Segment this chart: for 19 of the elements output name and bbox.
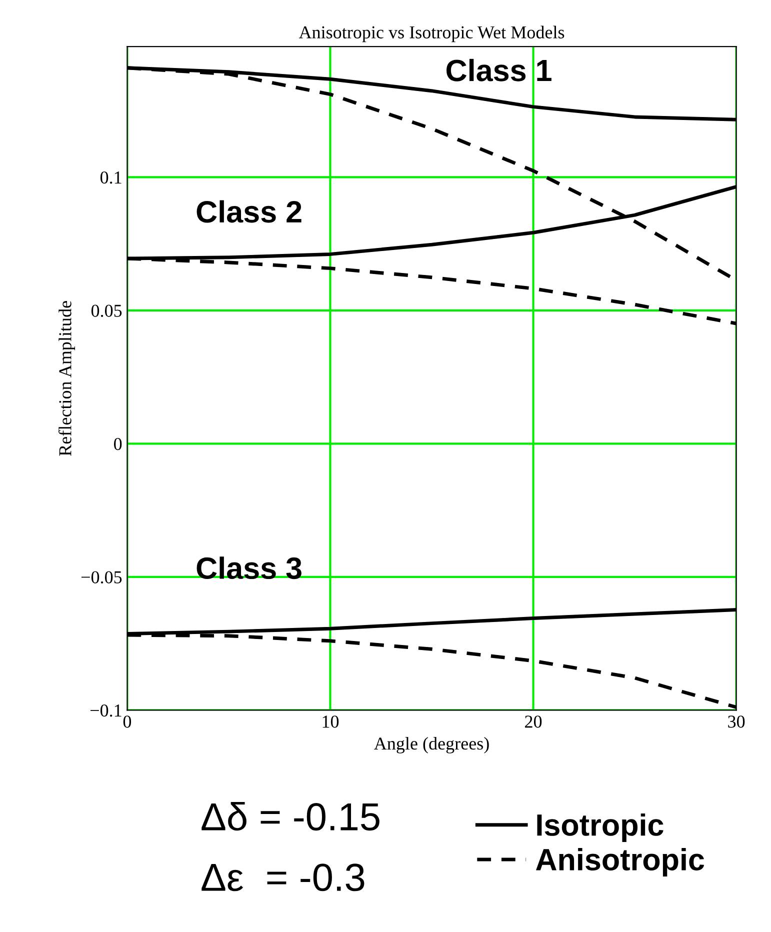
y-tick-label: −0.1: [90, 704, 122, 717]
annotation: Class 3: [196, 556, 302, 580]
legend-label: Isotropic: [537, 813, 664, 842]
x-axis-title: Angle (degrees): [374, 736, 489, 754]
y-tick-label: 0.1: [100, 171, 122, 184]
y-tick-label: 0.05: [91, 304, 122, 317]
text: Δδ = -0.15: [202, 802, 380, 831]
y-axis-title: Reflection Amplitude: [58, 301, 76, 456]
x-tick-label: 10: [322, 716, 339, 728]
y-tick-label: −0.05: [81, 571, 122, 584]
annotation: Class 1: [446, 58, 552, 82]
x-tick-label: 30: [728, 716, 745, 728]
x-tick-label: 20: [525, 716, 542, 728]
text: Δε = -0.3: [202, 864, 364, 892]
annotation: Class 2: [196, 200, 302, 223]
chart-title: Anisotropic vs Isotropic Wet Models: [298, 26, 564, 42]
y-tick-label: 0: [114, 438, 122, 450]
legend-label: Anisotropic: [536, 848, 704, 877]
x-tick-label: 0: [123, 716, 132, 728]
